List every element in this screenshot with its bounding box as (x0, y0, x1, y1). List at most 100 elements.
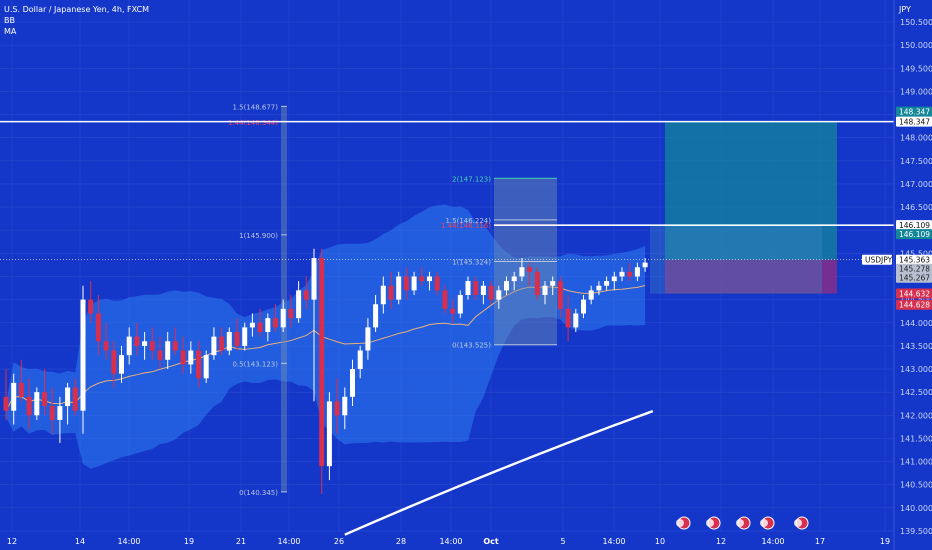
candle-body (604, 281, 610, 286)
candle-body (573, 313, 579, 328)
time-tick-label: 14:00 (117, 537, 140, 546)
candle-body (380, 285, 386, 305)
time-tick-label: 19 (184, 537, 194, 546)
candle-body (557, 281, 563, 309)
candle-body (519, 267, 525, 277)
price-tag-label: 145.278 (899, 265, 930, 274)
candle-body (234, 332, 240, 346)
time-tick-label: 10 (655, 537, 665, 546)
horizontal-lines (0, 120, 894, 260)
time-tick-label: 26 (334, 537, 344, 546)
candle-body (95, 313, 101, 342)
candle-body (388, 285, 394, 300)
candles (3, 248, 648, 494)
fib-level-label: 0.5(143.123) (232, 360, 278, 368)
price-tag-label: 145.267 (899, 274, 930, 283)
candle-body (611, 276, 617, 282)
time-tick-label: Oct (483, 537, 499, 546)
candle-body (203, 355, 209, 379)
price-tag-label: 144.632 (899, 290, 930, 299)
time-tick-label: 12 (716, 537, 726, 546)
candle-body (42, 392, 47, 407)
time-tick-label: 28 (396, 537, 406, 546)
price-tick-label: 147.500 (900, 157, 932, 166)
price-tag (896, 299, 932, 310)
time-tick-label: 14:00 (439, 537, 462, 546)
candle-body (480, 285, 486, 295)
price-tag-label: 144.628 (899, 301, 930, 310)
candle-body (403, 276, 409, 291)
symbol-tag (862, 254, 892, 265)
candle-body (511, 276, 517, 282)
candle-body (642, 262, 648, 268)
candle-body (581, 299, 586, 314)
symbol-title[interactable]: U.S. Dollar / Japanese Yen, 4h, FXCM (4, 5, 150, 14)
time-tick-label: 14:00 (602, 537, 625, 546)
candle-body (211, 336, 217, 356)
price-tag-label: USDJPY (865, 256, 893, 265)
candle-body (119, 355, 124, 374)
price-tick-label: 143.500 (900, 342, 932, 351)
price-tag-label: 148.347 (899, 108, 930, 117)
price-tick-label: 146.500 (900, 203, 932, 212)
time-tick-label: 12 (7, 537, 17, 546)
candle-body (588, 290, 594, 300)
candle-body (311, 257, 317, 300)
price-tick-label: 140.000 (900, 504, 932, 513)
price-tick-label: 150.000 (900, 41, 932, 50)
price-tag (896, 272, 932, 283)
candle-body (11, 382, 17, 411)
position-zones (650, 121, 837, 294)
price-tick-label: 140.500 (900, 481, 932, 490)
price-tick-label: 149.500 (900, 64, 932, 73)
economic-event-icon (676, 519, 684, 527)
candle-body (465, 281, 471, 295)
candle-body (527, 267, 533, 272)
band-fill (6, 204, 646, 469)
candle-body (303, 290, 309, 300)
candle-body (111, 350, 117, 374)
price-tag (896, 254, 932, 265)
candle-body (34, 392, 40, 416)
currency-label: JPY (898, 5, 911, 14)
candle-body (172, 341, 178, 351)
candle-body (65, 387, 71, 407)
price-tag-label: 145.363 (899, 256, 930, 265)
candle-body (496, 290, 502, 300)
candle-body (365, 327, 371, 351)
time-tick-label: 14 (75, 537, 85, 546)
candle-body (534, 271, 540, 295)
economic-event-icon (760, 519, 768, 527)
price-tick-label: 150.500 (900, 18, 932, 27)
fib-level-label: 1.44(148.344) (228, 119, 278, 127)
candle-body (103, 341, 109, 351)
price-tag (896, 220, 932, 231)
indicator-bb-label[interactable]: BB (4, 16, 15, 25)
indicator-ma-label[interactable]: MA (4, 27, 17, 36)
time-tick-label: 19 (880, 537, 890, 546)
fib-level-label: 1(145.900) (239, 232, 278, 240)
price-tick-label: 141.000 (900, 458, 932, 467)
price-tag-label: 146.109 (899, 230, 930, 239)
candle-body (165, 341, 171, 360)
candle-body (596, 285, 602, 291)
candle-body (265, 318, 271, 333)
price-tick-label: 143.000 (900, 365, 932, 374)
price-tick-label: 145.500 (900, 249, 932, 258)
candle-body (411, 276, 417, 291)
candle-body (434, 276, 440, 291)
candle-body (72, 387, 78, 411)
fib-level-label: 1.5(146.224) (445, 217, 491, 225)
fib-box (281, 106, 287, 492)
candle-body (350, 369, 355, 397)
candle-body (357, 350, 363, 370)
time-axis[interactable]: 12 14 14:00 19 21 14:00 26 28 14:00 Oct 5 14:00 10 12… (7, 537, 890, 546)
price-tick-label: 147.000 (900, 180, 932, 189)
candle-body (627, 271, 633, 277)
economic-event-icon (706, 519, 714, 527)
fib-level-label: 1(145.324) (452, 258, 491, 266)
candle-body (57, 406, 63, 420)
target-zone (665, 121, 837, 260)
